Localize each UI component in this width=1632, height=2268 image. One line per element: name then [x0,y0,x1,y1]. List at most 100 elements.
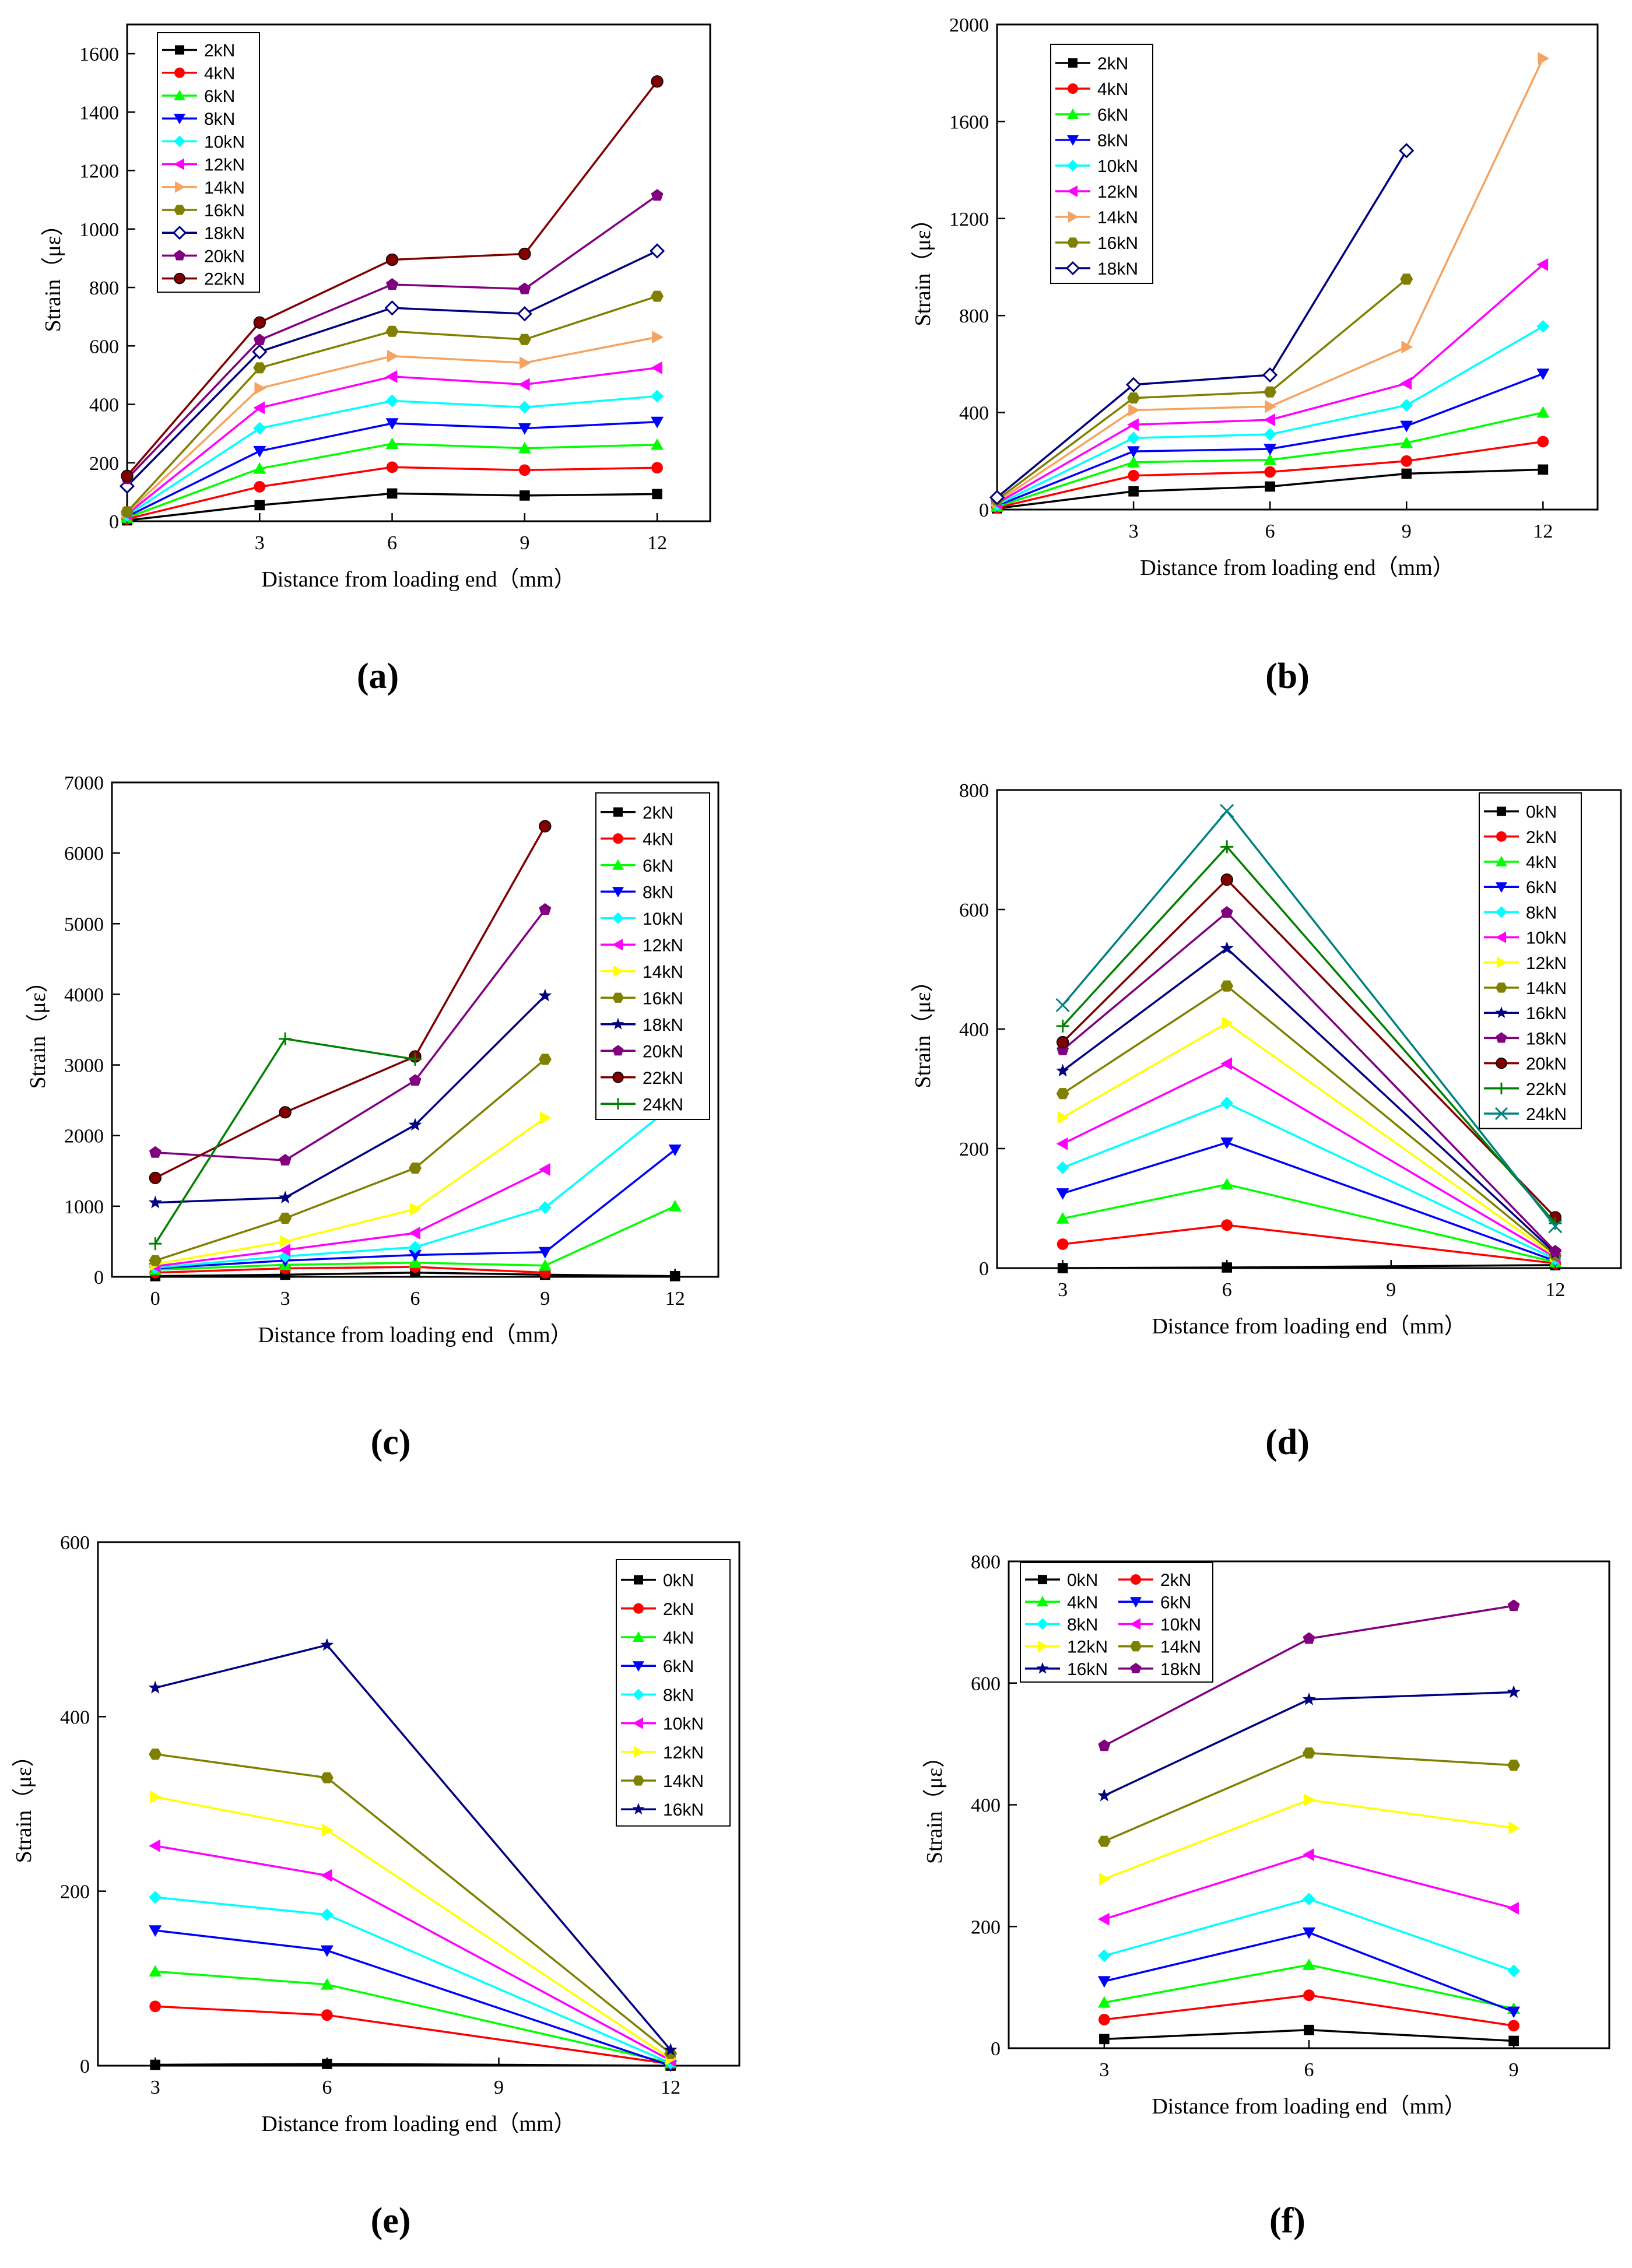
legend-marker [1038,1640,1048,1652]
x-tick-label: 3 [1129,521,1139,542]
data-point [253,445,266,458]
y-tick-label: 1600 [949,111,989,133]
data-point [1265,481,1275,492]
x-tick-label: 9 [1402,521,1412,542]
x-tick-label: 6 [322,2077,332,2098]
data-point [1303,1958,1315,1970]
series-22kN [149,820,552,1185]
x-tick-label: 6 [1304,2059,1314,2081]
data-point [1056,1063,1070,1077]
data-point [149,1237,162,1251]
data-point [652,489,662,500]
legend-label: 4kN [1526,853,1557,872]
legend-label: 14kN [1097,208,1138,227]
legend-marker [612,939,623,951]
data-point [1507,2006,1521,2018]
data-point [150,1790,162,1804]
data-point [518,464,531,476]
data-point [1536,258,1549,271]
data-point [520,490,530,501]
data-point [279,1243,290,1256]
data-point [1549,1245,1561,1257]
data-point [322,1823,334,1837]
legend-marker [1068,211,1079,223]
data-point [539,820,552,833]
x-tick-label: 3 [1058,1279,1068,1301]
legend-marker [1496,931,1506,943]
data-point [1302,1692,1316,1705]
data-point [1401,468,1412,479]
data-point [279,1106,292,1119]
legend-label: 18kN [1097,259,1138,279]
data-point [1264,453,1277,465]
legend-marker [612,1098,624,1110]
data-point [150,2059,161,2070]
legend-marker [612,912,624,924]
data-point [1127,446,1140,458]
data-point [1536,320,1550,333]
legend-marker [1037,1618,1048,1630]
data-point [1098,1739,1111,1751]
legend-label: 10kN [663,1715,704,1734]
legend-marker [612,992,624,1003]
legend-label: 14kN [204,178,245,198]
panel-label: (d) [1265,1423,1310,1462]
chart-panel-c: 0 3 6 9 12 0 1000 2000 3000 4000 5000 6000 7000 Dista… [26,773,720,1462]
y-axis-label: Strain（με） [26,970,50,1089]
y-tick-label: 1200 [79,161,119,182]
series-line [155,826,546,1179]
x-tick-label: 6 [410,1288,420,1309]
legend-label: 10kN [1526,929,1567,948]
data-point [1400,377,1412,390]
y-tick-label: 1600 [79,44,119,65]
series-line [155,1970,671,2065]
legend-marker [612,859,624,870]
data-point [1264,386,1277,398]
series-line [1104,1964,1514,2010]
legend-label: 24kN [1526,1105,1567,1124]
y-axis-label: Strain（με） [911,970,935,1088]
series-line [155,995,546,1204]
data-point [1264,428,1277,441]
legend-label: 18kN [1526,1029,1567,1048]
y-tick-label: 200 [971,1916,1001,1938]
legend-marker [174,272,185,285]
data-point [1222,1262,1233,1273]
chart-panel-f: 3 6 9 0 200 400 600 800 Distance from loading en… [922,1551,1610,2241]
data-point [385,325,399,337]
legend-label: 2kN [1160,1571,1191,1590]
series-14kN [1097,1747,1521,1847]
legend-marker [1067,135,1079,146]
data-point [1508,2035,1519,2046]
data-point [518,333,531,345]
data-point [539,903,552,915]
legend: 2kN 4kN 6kN 8kN 10kN 12kN 14kN 16kN 18kN 20kN 22kN [157,32,260,293]
legend-marker [1038,1575,1047,1585]
legend-label: 12kN [1067,1638,1108,1657]
legend-marker [1067,237,1079,248]
legend-marker [612,1072,624,1083]
y-tick-label: 2000 [64,1126,104,1147]
legend-marker [1131,1574,1141,1585]
data-point [149,1146,162,1158]
data-point [148,1195,162,1209]
data-point [1304,2024,1314,2035]
legend-marker [1130,1597,1142,1608]
data-point [149,1891,162,1904]
data-point [279,1032,292,1045]
data-point [669,1270,680,1282]
legend-label: 16kN [643,989,683,1008]
data-point [384,300,400,316]
legend-marker [634,1746,644,1758]
data-point [668,1144,682,1156]
x-tick-label: 6 [1222,1279,1232,1301]
x-tick-label: 3 [150,2077,160,2098]
data-point [1303,1632,1315,1644]
y-tick-label: 0 [991,2038,1001,2060]
data-point [385,437,399,449]
legend-marker [1067,185,1078,197]
series-line [155,1168,546,1268]
data-point [538,1259,552,1271]
series-6kN [991,406,1550,512]
data-point [668,1199,682,1212]
